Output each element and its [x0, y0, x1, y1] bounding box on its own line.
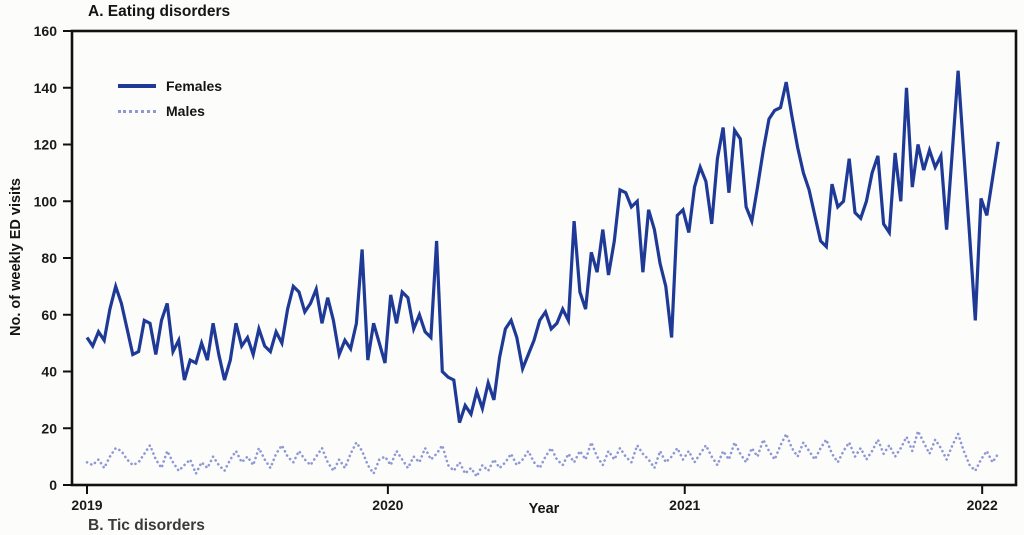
- y-tick-label: 160: [34, 23, 58, 39]
- plot-frame: [70, 29, 1018, 487]
- panel-title: A. Eating disorders: [88, 3, 231, 20]
- legend-item-females: Females: [118, 78, 222, 94]
- y-tick-label: 120: [34, 137, 58, 153]
- males-dots-swatch: [118, 109, 156, 113]
- y-tick-label: 140: [34, 80, 58, 96]
- x-axis-title: Year: [528, 501, 560, 517]
- legend-label-males: Males: [166, 103, 205, 119]
- y-tick-label: 100: [34, 193, 58, 209]
- legend: Females Males: [118, 78, 222, 119]
- y-axis-title: No. of weekly ED visits: [8, 178, 24, 336]
- x-tick-label: 2021: [669, 497, 700, 513]
- y-tick-label: 60: [41, 307, 57, 323]
- next-panel-title-partial: B. Tic disorders: [88, 517, 205, 534]
- x-tick-label: 2019: [71, 497, 102, 513]
- y-tick-label: 40: [41, 364, 57, 380]
- x-tick-label: 2022: [967, 497, 998, 513]
- males-line: [85, 429, 1000, 478]
- x-tick-label: 2020: [372, 497, 403, 513]
- y-tick-label: 80: [41, 250, 57, 266]
- legend-label-females: Females: [166, 78, 223, 94]
- y-tick-label: 20: [41, 420, 57, 436]
- females-line-swatch: [118, 84, 156, 88]
- females-line: [85, 70, 1000, 424]
- y-tick-label: 0: [49, 477, 57, 493]
- legend-item-males: Males: [118, 103, 222, 119]
